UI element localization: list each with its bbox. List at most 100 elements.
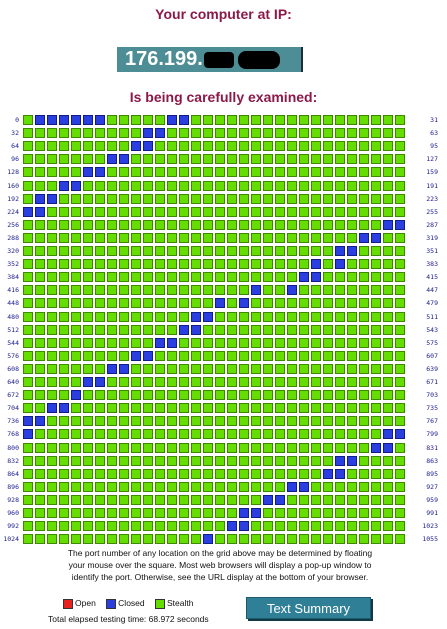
port-cell-398[interactable] (191, 272, 201, 282)
port-cell-634[interactable] (335, 364, 345, 374)
port-cell-134[interactable] (95, 167, 105, 177)
port-cell-133[interactable] (83, 167, 93, 177)
port-cell-904[interactable] (119, 482, 129, 492)
port-cell-982[interactable] (287, 508, 297, 518)
port-cell-39[interactable] (107, 128, 117, 138)
port-cell-682[interactable] (143, 390, 153, 400)
port-cell-901[interactable] (83, 482, 93, 492)
port-cell-608[interactable] (23, 364, 33, 374)
port-cell-333[interactable] (179, 246, 189, 256)
port-cell-8[interactable] (119, 115, 129, 125)
port-cell-534[interactable] (287, 325, 297, 335)
port-cell-173[interactable] (179, 181, 189, 191)
port-cell-89[interactable] (323, 141, 333, 151)
port-cell-159[interactable] (395, 167, 405, 177)
port-cell-667[interactable] (347, 377, 357, 387)
port-cell-120[interactable] (311, 154, 321, 164)
port-cell-916[interactable] (263, 482, 273, 492)
port-cell-75[interactable] (155, 141, 165, 151)
port-cell-889[interactable] (323, 469, 333, 479)
port-cell-312[interactable] (311, 233, 321, 243)
port-cell-386[interactable] (47, 272, 57, 282)
port-cell-506[interactable] (335, 312, 345, 322)
port-cell-732[interactable] (359, 403, 369, 413)
port-cell-1042[interactable] (239, 534, 249, 544)
port-cell-219[interactable] (347, 194, 357, 204)
port-cell-180[interactable] (263, 181, 273, 191)
port-cell-485[interactable] (83, 312, 93, 322)
port-cell-46[interactable] (191, 128, 201, 138)
port-cell-5[interactable] (83, 115, 93, 125)
port-cell-7[interactable] (107, 115, 117, 125)
port-cell-602[interactable] (335, 351, 345, 361)
port-cell-287[interactable] (395, 220, 405, 230)
port-cell-533[interactable] (275, 325, 285, 335)
port-cell-36[interactable] (71, 128, 81, 138)
port-cell-632[interactable] (311, 364, 321, 374)
port-cell-367[interactable] (203, 259, 213, 269)
port-cell-849[interactable] (227, 456, 237, 466)
port-cell-330[interactable] (143, 246, 153, 256)
port-cell-921[interactable] (323, 482, 333, 492)
port-cell-251[interactable] (347, 207, 357, 217)
port-cell-416[interactable] (23, 285, 33, 295)
port-cell-1027[interactable] (59, 534, 69, 544)
port-cell-248[interactable] (311, 207, 321, 217)
port-cell-212[interactable] (263, 194, 273, 204)
port-cell-419[interactable] (59, 285, 69, 295)
port-cell-69[interactable] (83, 141, 93, 151)
port-cell-733[interactable] (371, 403, 381, 413)
port-cell-915[interactable] (251, 482, 261, 492)
port-cell-841[interactable] (131, 456, 141, 466)
port-cell-436[interactable] (263, 285, 273, 295)
port-cell-246[interactable] (287, 207, 297, 217)
port-cell-300[interactable] (167, 233, 177, 243)
port-cell-206[interactable] (191, 194, 201, 204)
port-cell-909[interactable] (179, 482, 189, 492)
port-cell-991[interactable] (395, 508, 405, 518)
port-cell-495[interactable] (203, 312, 213, 322)
port-cell-505[interactable] (323, 312, 333, 322)
port-cell-1032[interactable] (119, 534, 129, 544)
port-cell-256[interactable] (23, 220, 33, 230)
port-cell-435[interactable] (251, 285, 261, 295)
port-cell-51[interactable] (251, 128, 261, 138)
port-cell-90[interactable] (335, 141, 345, 151)
port-cell-622[interactable] (191, 364, 201, 374)
port-cell-254[interactable] (383, 207, 393, 217)
port-cell-665[interactable] (323, 377, 333, 387)
port-cell-154[interactable] (335, 167, 345, 177)
port-cell-426[interactable] (143, 285, 153, 295)
port-cell-579[interactable] (59, 351, 69, 361)
port-cell-688[interactable] (215, 390, 225, 400)
port-cell-292[interactable] (71, 233, 81, 243)
port-cell-598[interactable] (287, 351, 297, 361)
port-cell-18[interactable] (239, 115, 249, 125)
port-cell-672[interactable] (23, 390, 33, 400)
port-cell-545[interactable] (35, 338, 45, 348)
port-cell-948[interactable] (263, 495, 273, 505)
port-cell-360[interactable] (119, 259, 129, 269)
port-cell-930[interactable] (47, 495, 57, 505)
port-cell-917[interactable] (275, 482, 285, 492)
port-cell-1036[interactable] (167, 534, 177, 544)
port-cell-197[interactable] (83, 194, 93, 204)
port-cell-114[interactable] (239, 154, 249, 164)
port-cell-616[interactable] (119, 364, 129, 374)
port-cell-524[interactable] (167, 325, 177, 335)
port-cell-99[interactable] (59, 154, 69, 164)
port-cell-474[interactable] (335, 298, 345, 308)
port-cell-599[interactable] (299, 351, 309, 361)
port-cell-936[interactable] (119, 495, 129, 505)
port-cell-65[interactable] (35, 141, 45, 151)
port-cell-129[interactable] (35, 167, 45, 177)
port-cell-370[interactable] (239, 259, 249, 269)
port-cell-535[interactable] (299, 325, 309, 335)
port-cell-72[interactable] (119, 141, 129, 151)
port-cell-698[interactable] (335, 390, 345, 400)
text-summary-button[interactable]: Text Summary (246, 597, 371, 619)
port-cell-268[interactable] (167, 220, 177, 230)
port-cell-762[interactable] (335, 416, 345, 426)
port-cell-690[interactable] (239, 390, 249, 400)
port-cell-59[interactable] (347, 128, 357, 138)
